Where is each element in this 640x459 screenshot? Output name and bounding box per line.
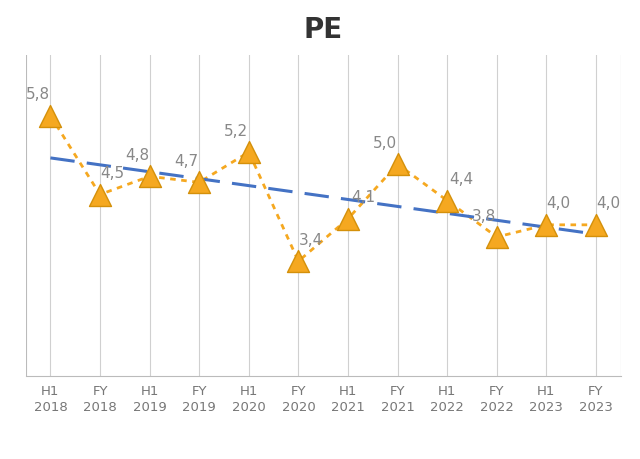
Point (293, 257, 303, 265)
Point (591, 221, 601, 229)
Text: 3,8: 3,8 (472, 208, 497, 224)
Text: 4,0: 4,0 (596, 196, 620, 212)
Text: 4,1: 4,1 (351, 190, 375, 206)
Text: 4,7: 4,7 (175, 154, 199, 169)
Point (194, 179, 204, 186)
Point (244, 148, 254, 156)
Point (145, 173, 155, 180)
Text: 5,0: 5,0 (373, 136, 397, 151)
Text: 4,5: 4,5 (100, 166, 124, 181)
Point (442, 197, 452, 204)
Text: 5,2: 5,2 (225, 124, 248, 139)
Text: 4,4: 4,4 (449, 172, 473, 187)
Point (492, 233, 502, 241)
Text: 3,4: 3,4 (299, 233, 323, 248)
Title: PE: PE (303, 17, 343, 45)
Point (541, 221, 552, 229)
Point (392, 161, 403, 168)
Text: 4,0: 4,0 (547, 196, 571, 212)
Text: 5,8: 5,8 (26, 87, 50, 102)
Point (95, 191, 105, 198)
Text: 4,8: 4,8 (125, 148, 149, 163)
Point (45, 112, 56, 119)
Point (343, 215, 353, 223)
